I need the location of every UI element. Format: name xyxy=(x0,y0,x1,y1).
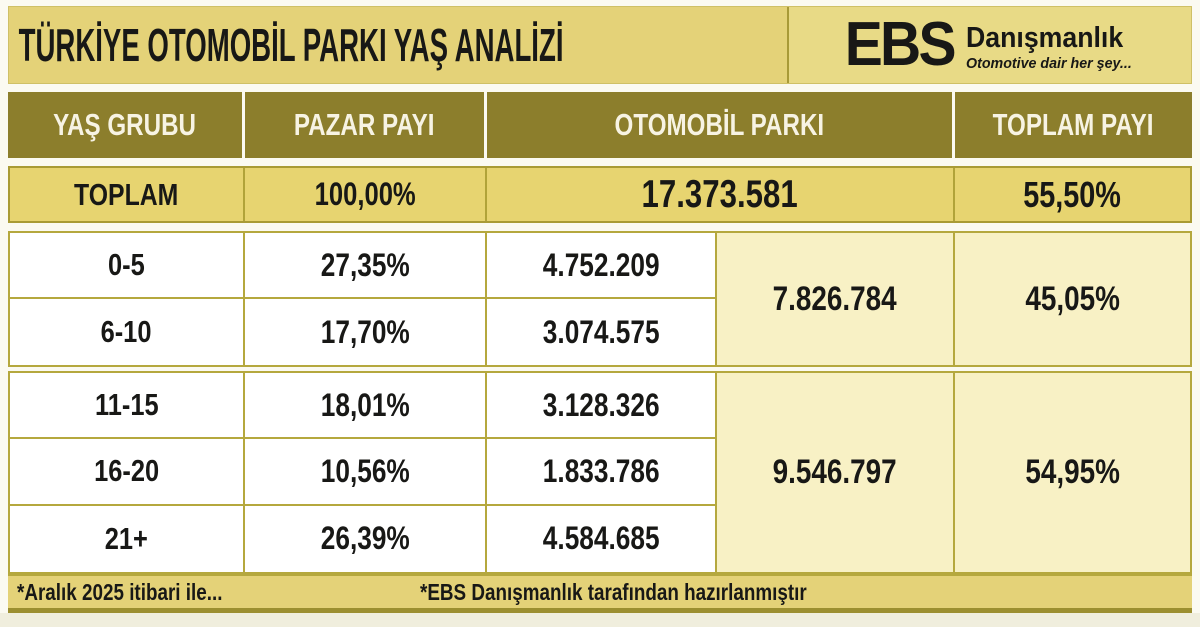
market-share-value: 10,56% xyxy=(320,452,410,489)
age-cell: 16-20 xyxy=(10,439,245,506)
total-label: TOPLAM xyxy=(74,176,179,212)
header-cell-total-share: TOPLAM PAYI xyxy=(955,92,1192,158)
age-cell: 0-5 xyxy=(10,233,245,299)
market-share-cell: 27,35% xyxy=(245,233,487,299)
header-label: PAZAR PAYI xyxy=(294,107,435,142)
age-group-table-2: 11-15 18,01% 3.128.326 16-20 10,56% 1.83… xyxy=(8,371,1192,574)
park-value: 3.074.575 xyxy=(542,313,660,350)
market-share-cell: 17,70% xyxy=(245,299,487,365)
market-share-cell: 18,01% xyxy=(245,373,487,440)
total-share-value: 55,50% xyxy=(1023,173,1122,215)
park-cell: 4.752.209 xyxy=(487,233,717,299)
park-value: 4.584.685 xyxy=(542,520,660,557)
title-band: TÜRKİYE OTOMOBİL PARKI YAŞ ANALİZİ EBS D… xyxy=(8,6,1192,84)
total-label-cell: TOPLAM xyxy=(10,168,245,221)
total-market-share: 100,00% xyxy=(314,176,416,212)
header-label: YAŞ GRUBU xyxy=(53,107,197,142)
age-label: 11-15 xyxy=(94,387,159,423)
footnote-source: *EBS Danışmanlık tarafından hazırlanmışt… xyxy=(420,578,807,605)
subtotal-park-value: 7.826.784 xyxy=(772,279,898,318)
age-label: 6-10 xyxy=(101,314,152,349)
total-park-cell: 17.373.581 xyxy=(487,168,955,221)
market-share-value: 17,70% xyxy=(320,313,410,350)
footnote-date: *Aralık 2025 itibari ile... xyxy=(17,578,223,605)
table-header-row: YAŞ GRUBU PAZAR PAYI OTOMOBİL PARKI TOPL… xyxy=(8,92,1192,158)
subtotal-park-cell: 9.546.797 xyxy=(717,373,955,572)
age-label: 21+ xyxy=(104,520,149,556)
header-cell-market-share: PAZAR PAYI xyxy=(245,92,487,158)
age-group-table-1: 0-5 27,35% 4.752.209 6-10 17,70% 3.074.5… xyxy=(8,231,1192,367)
subtotal-share-cell: 45,05% xyxy=(955,233,1190,365)
park-cell: 3.074.575 xyxy=(487,299,717,365)
header-cell-age-group: YAŞ GRUBU xyxy=(8,92,245,158)
market-share-value: 27,35% xyxy=(320,246,410,283)
age-label: 16-20 xyxy=(93,453,160,489)
header-cell-car-park: OTOMOBİL PARKI xyxy=(487,92,955,158)
subtotal-park-value: 9.546.797 xyxy=(772,453,898,491)
total-share-cell: 55,50% xyxy=(955,168,1190,221)
market-share-value: 26,39% xyxy=(320,520,410,557)
park-value: 3.128.326 xyxy=(542,386,660,423)
park-value: 1.833.786 xyxy=(542,452,660,489)
market-share-value: 18,01% xyxy=(320,386,410,423)
ebs-logo: EBS Danışmanlık Otomotive dair her şey..… xyxy=(787,7,1191,83)
total-market-share-cell: 100,00% xyxy=(245,168,487,221)
age-label: 0-5 xyxy=(108,247,145,282)
subtotal-park-cell: 7.826.784 xyxy=(717,233,955,365)
header-label: TOPLAM PAYI xyxy=(993,107,1154,142)
bottom-margin-strip xyxy=(0,613,1200,627)
market-share-cell: 26,39% xyxy=(245,505,487,572)
logo-text-stack: Danışmanlık Otomotive dair her şey... xyxy=(966,20,1141,71)
age-cell: 11-15 xyxy=(10,373,245,440)
subtotal-share-value: 54,95% xyxy=(1025,453,1120,491)
park-value: 4.752.209 xyxy=(542,246,660,283)
page-title: TÜRKİYE OTOMOBİL PARKI YAŞ ANALİZİ xyxy=(18,19,564,71)
logo-brand-name: Danışmanlık xyxy=(965,21,1124,54)
footnote-bar: *Aralık 2025 itibari ile... *EBS Danışma… xyxy=(8,574,1192,613)
age-cell: 6-10 xyxy=(10,299,245,365)
park-cell: 4.584.685 xyxy=(487,505,717,572)
subtotal-share-value: 45,05% xyxy=(1025,279,1120,318)
park-cell: 3.128.326 xyxy=(487,373,717,440)
park-cell: 1.833.786 xyxy=(487,439,717,506)
total-row: TOPLAM 100,00% 17.373.581 55,50% xyxy=(8,166,1192,223)
subtotal-share-cell: 54,95% xyxy=(955,373,1190,572)
logo-tagline: Otomotive dair her şey... xyxy=(965,54,1132,72)
age-cell: 21+ xyxy=(10,505,245,572)
header-label: OTOMOBİL PARKI xyxy=(614,107,825,142)
total-park-value: 17.373.581 xyxy=(641,172,799,216)
ebs-logo-text: EBS xyxy=(844,10,956,79)
market-share-cell: 10,56% xyxy=(245,439,487,506)
